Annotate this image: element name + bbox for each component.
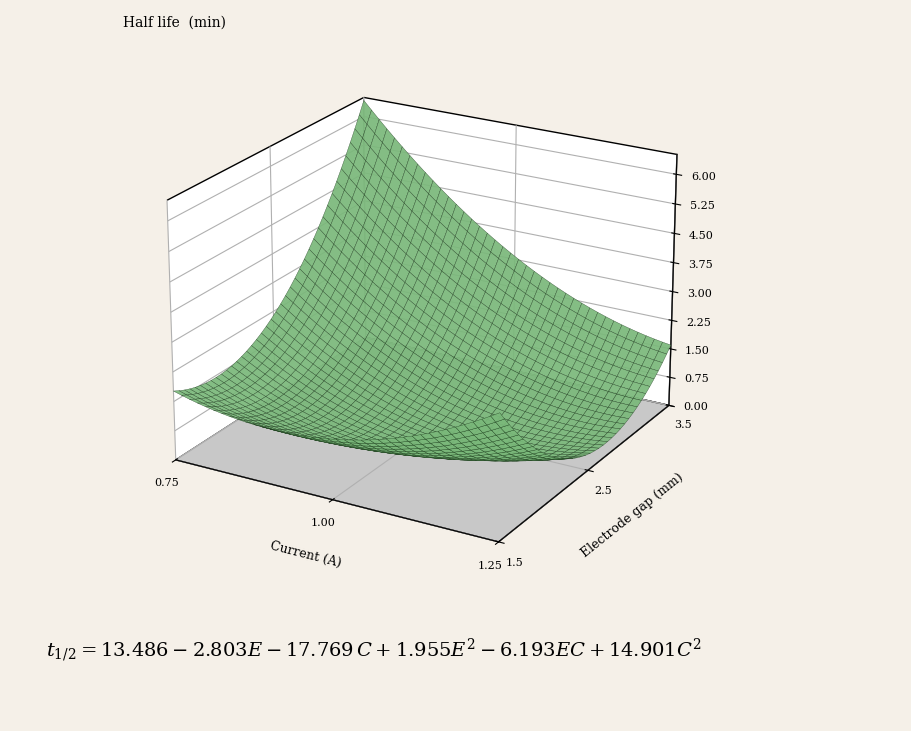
Text: $t_{1/2} = 13.486 - 2.803E - 17.769\,C + 1.955E^2 - 6.193EC + 14.901C^2$: $t_{1/2} = 13.486 - 2.803E - 17.769\,C +… xyxy=(46,637,701,664)
Y-axis label: Electrode gap (mm): Electrode gap (mm) xyxy=(578,471,685,560)
X-axis label: Current (A): Current (A) xyxy=(269,539,343,569)
Text: Half life  (min): Half life (min) xyxy=(123,15,226,29)
